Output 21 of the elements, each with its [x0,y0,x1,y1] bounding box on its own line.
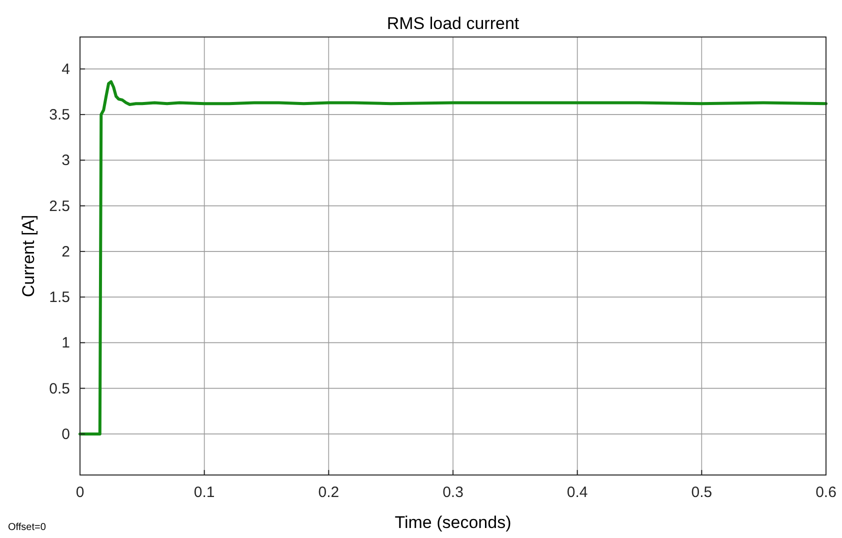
x-axis-title: Time (seconds) [394,513,512,532]
y-tick-label: 2.5 [49,198,70,215]
x-tick-label: 0 [76,484,84,501]
x-tick-label: 0.5 [691,484,712,501]
x-tick-label: 0.2 [318,484,340,501]
line-series [78,80,828,436]
y-tick-label: 3 [62,152,70,170]
y-tick-label: 1.5 [49,289,70,306]
y-tick-label: 1 [62,334,70,352]
y-tick-label: 2 [62,243,70,260]
y-tick-label: 0 [62,426,70,443]
x-tick-label: 0.1 [194,484,215,501]
y-tick-label: 3.5 [49,106,70,124]
x-tick-label: 0.6 [816,484,836,501]
text: Offset=0 [8,522,46,533]
x-tick-label: 0.4 [566,484,588,501]
x-tick-label: 0.3 [442,484,464,501]
y-tick-label: 4 [62,60,70,78]
y-tick-label: 0.5 [49,380,70,398]
chart-title: RMS load current [386,14,520,33]
y-axis-title: Current [A] [19,214,38,298]
